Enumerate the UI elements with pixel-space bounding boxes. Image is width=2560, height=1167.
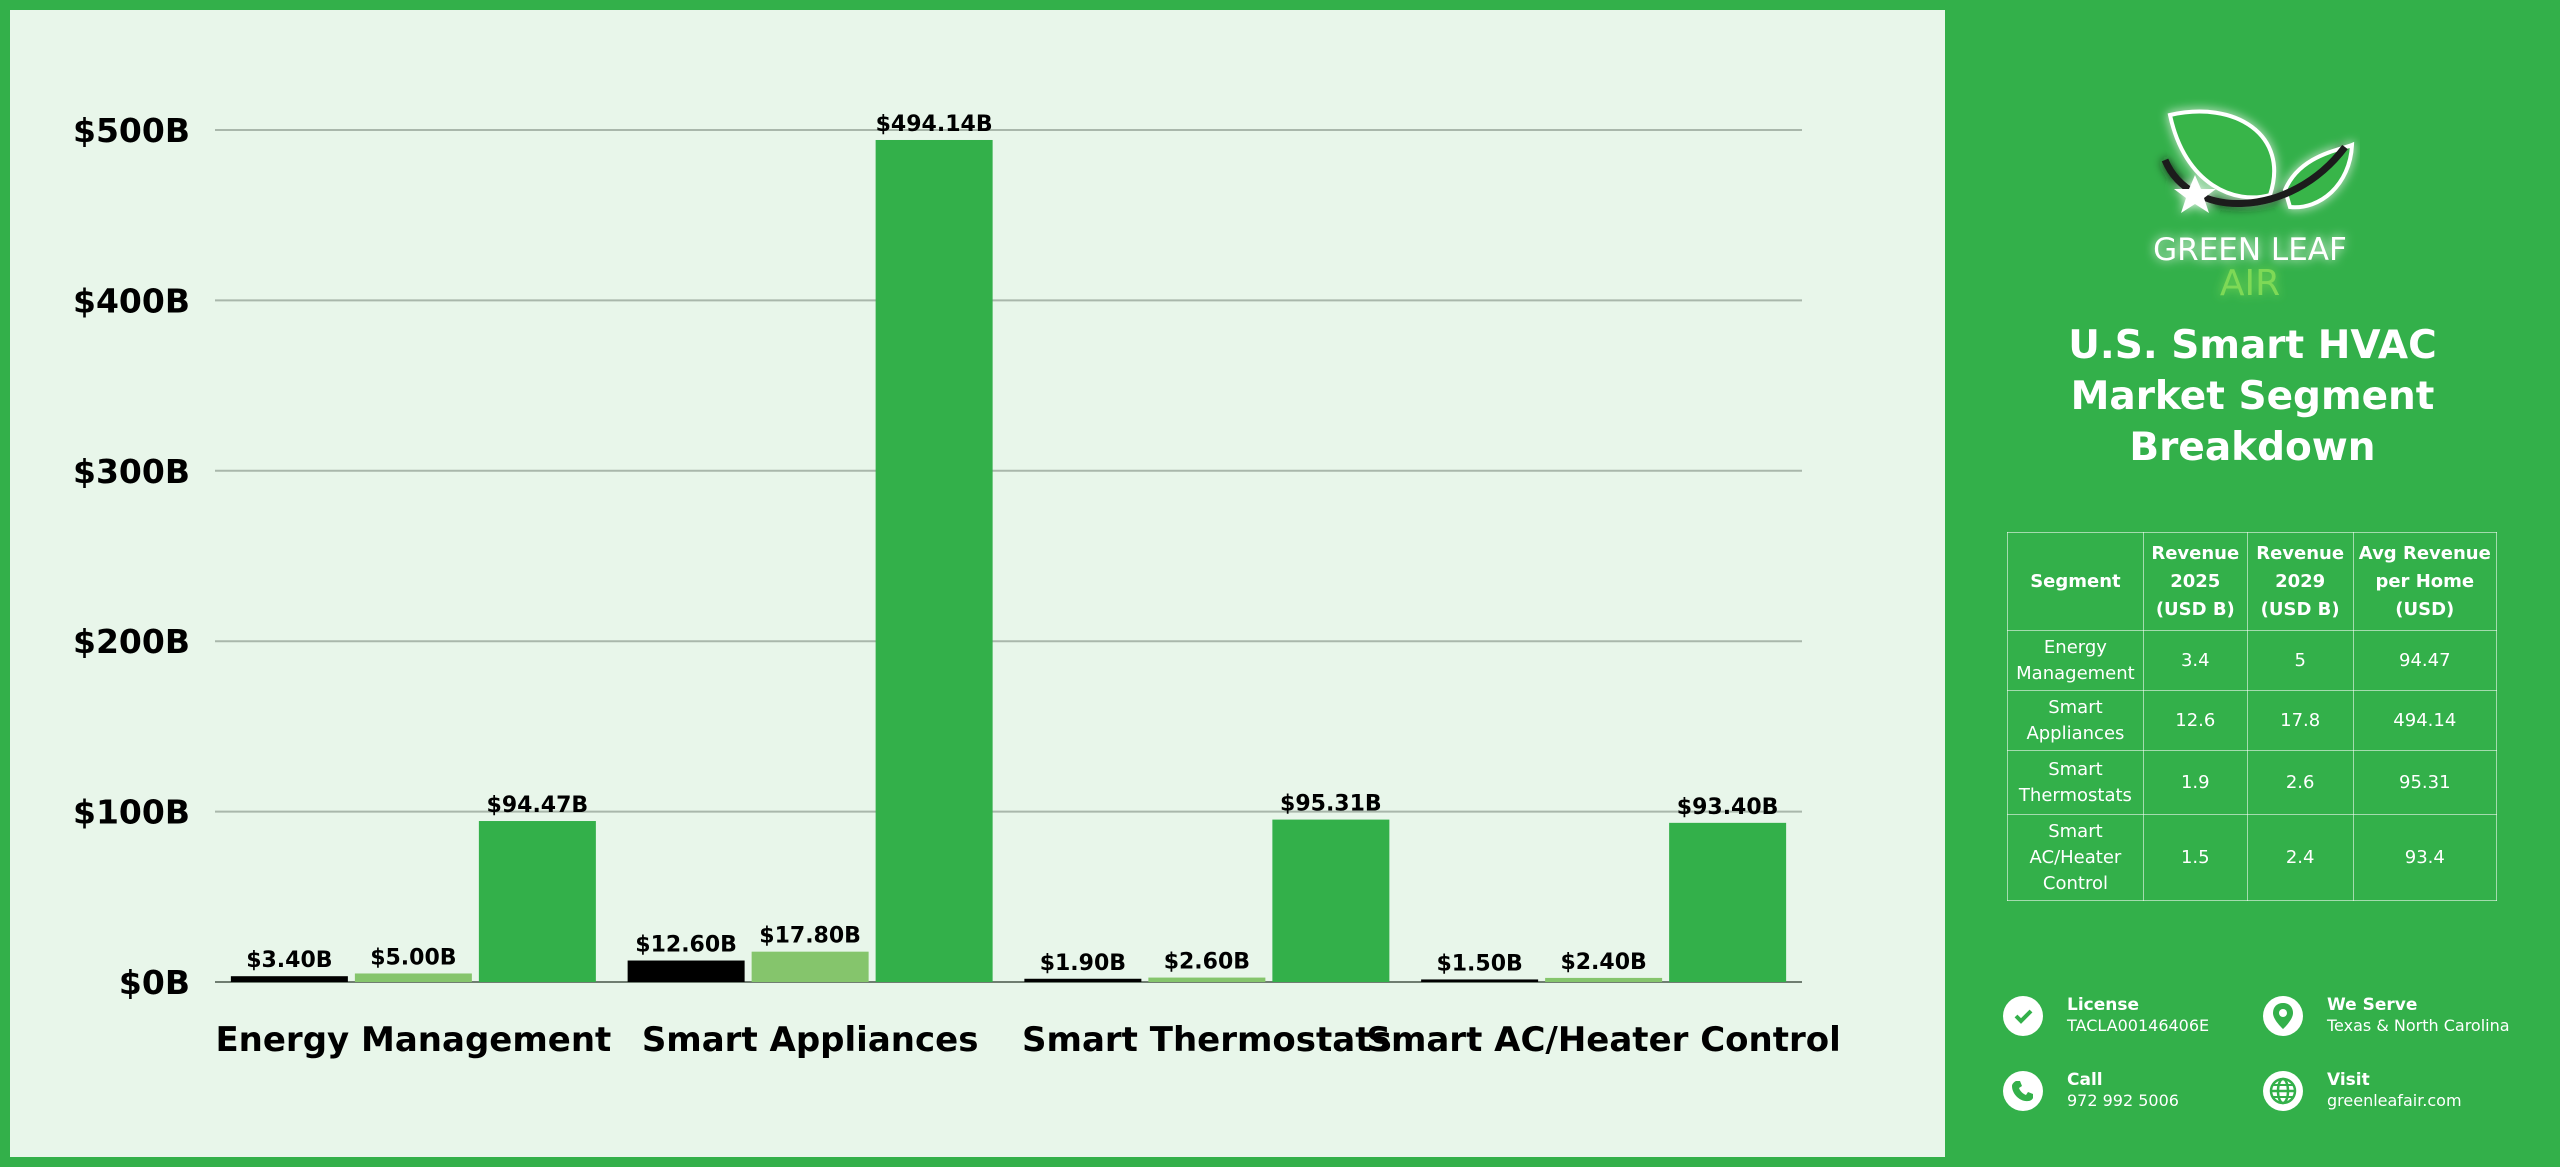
- bar-chart: $0B $100B $200B $300B $400B $500B $3.40B $5.00…: [73, 111, 1841, 1060]
- x-tick-label: Energy Management: [215, 1020, 611, 1060]
- table-cell: 2.4: [2246, 814, 2354, 901]
- badge-check-icon: [2003, 995, 2043, 1036]
- globe-icon: [2263, 1070, 2303, 1111]
- side-panel: GREEN LEAF AIR U.S. Smart HVAC Market Se…: [1945, 0, 2560, 1167]
- call-info[interactable]: Call 972 992 5006: [2003, 1070, 2179, 1111]
- table-cell: 3.4: [2142, 630, 2248, 691]
- brand-name: GREEN LEAF: [2153, 232, 2347, 268]
- data-label: $1.50B: [1436, 951, 1522, 976]
- table-cell: 494.14: [2352, 690, 2498, 751]
- license-label: License: [2067, 995, 2140, 1015]
- leaf-logo-icon: GREEN LEAF AIR: [2153, 109, 2355, 304]
- x-tick-label: Smart Appliances: [642, 1020, 979, 1060]
- phone-icon: [2003, 1070, 2043, 1111]
- license-value: TACLA00146406E: [2067, 1016, 2210, 1035]
- bar: [627, 960, 745, 982]
- bar: [478, 821, 596, 982]
- table-cell: Smart Thermostats: [2007, 750, 2144, 815]
- table-header-cell: Avg Revenue per Home (USD): [2352, 532, 2498, 631]
- y-tick-label: $0B: [119, 963, 190, 1002]
- table-row: Smart Thermostats 1.9 2.6 95.31: [2007, 750, 2498, 815]
- x-tick-label: Smart AC/Heater Control: [1366, 1020, 1840, 1060]
- table-row: Smart AC/Heater Control 1.5 2.4 93.4: [2007, 814, 2498, 901]
- data-label: $94.47B: [487, 793, 589, 818]
- brand-subname: AIR: [2220, 263, 2280, 304]
- data-label: $494.14B: [876, 112, 993, 137]
- bars: [230, 139, 1787, 982]
- x-tick-label: Smart Thermostats: [1022, 1020, 1392, 1060]
- data-labels: $3.40B $5.00B $94.47B $12.60B $17.80B $494.14…: [246, 112, 1778, 976]
- data-label: $5.00B: [370, 945, 456, 970]
- table-cell: Smart Appliances: [2007, 690, 2144, 751]
- bar: [1272, 819, 1390, 982]
- summary-table: Segment Revenue 2025 (USD B) Revenue 202…: [2007, 532, 2498, 901]
- data-label: $93.40B: [1677, 795, 1779, 820]
- visit-label: Visit: [2327, 1070, 2370, 1090]
- bar: [1669, 822, 1787, 982]
- table-cell: 1.5: [2142, 814, 2248, 901]
- website-link[interactable]: greenleafair.com: [2327, 1091, 2462, 1110]
- map-pin-icon: [2263, 995, 2303, 1036]
- table-cell: 17.8: [2246, 690, 2354, 751]
- visit-info[interactable]: Visit greenleafair.com: [2263, 1070, 2462, 1111]
- x-axis-ticks: Energy Management Smart Appliances Smart T…: [215, 1020, 1840, 1060]
- table-cell: 12.6: [2142, 690, 2248, 751]
- table-header-row: Segment Revenue 2025 (USD B) Revenue 202…: [2007, 532, 2498, 631]
- data-label: $2.60B: [1164, 950, 1250, 975]
- table-cell: 93.4: [2352, 814, 2498, 901]
- data-label: $3.40B: [246, 948, 332, 973]
- y-axis-ticks: $0B $100B $200B $300B $400B $500B: [73, 111, 190, 1002]
- table-cell: Smart AC/Heater Control: [2007, 814, 2144, 901]
- bar: [1148, 977, 1266, 982]
- bar: [354, 973, 472, 982]
- bar: [751, 951, 869, 982]
- phone-number[interactable]: 972 992 5006: [2067, 1091, 2179, 1110]
- y-tick-label: $500B: [73, 111, 190, 150]
- service-area-value: Texas & North Carolina: [2327, 1016, 2510, 1035]
- table-row: Energy Management 3.4 5 94.47: [2007, 630, 2498, 691]
- service-area-label: We Serve: [2327, 995, 2418, 1015]
- data-label: $95.31B: [1280, 792, 1382, 817]
- page-title: U.S. Smart HVAC Market Segment Breakdown: [2068, 323, 2437, 470]
- data-label: $1.90B: [1040, 951, 1126, 976]
- table-cell: 95.31: [2352, 750, 2498, 815]
- bar: [230, 976, 348, 982]
- y-tick-label: $300B: [73, 452, 190, 491]
- table-header-cell: Revenue 2029 (USD B): [2246, 532, 2354, 631]
- bar: [1421, 979, 1539, 982]
- bar: [1545, 977, 1663, 982]
- data-label: $12.60B: [635, 933, 737, 958]
- bar: [875, 139, 993, 982]
- table-cell: 1.9: [2142, 750, 2248, 815]
- grid-lines: [215, 129, 1802, 983]
- service-area-info: We Serve Texas & North Carolina: [2263, 995, 2510, 1036]
- data-label: $17.80B: [759, 924, 861, 949]
- table-cell: 94.47: [2352, 630, 2498, 691]
- call-label: Call: [2067, 1070, 2103, 1090]
- y-tick-label: $100B: [73, 793, 190, 832]
- table-row: Smart Appliances 12.6 17.8 494.14: [2007, 690, 2498, 751]
- y-tick-label: $400B: [73, 281, 190, 320]
- y-tick-label: $200B: [73, 622, 190, 661]
- table-header-cell: Segment: [2007, 532, 2144, 631]
- table-cell: 5: [2246, 630, 2354, 691]
- data-label: $2.40B: [1560, 950, 1646, 975]
- bar: [1024, 978, 1142, 982]
- chart-panel: $0B $100B $200B $300B $400B $500B $3.40B $5.00…: [10, 10, 1945, 1157]
- table-cell: 2.6: [2246, 750, 2354, 815]
- table-cell: Energy Management: [2007, 630, 2144, 691]
- license-info: License TACLA00146406E: [2003, 995, 2209, 1036]
- table-header-cell: Revenue 2025 (USD B): [2142, 532, 2248, 631]
